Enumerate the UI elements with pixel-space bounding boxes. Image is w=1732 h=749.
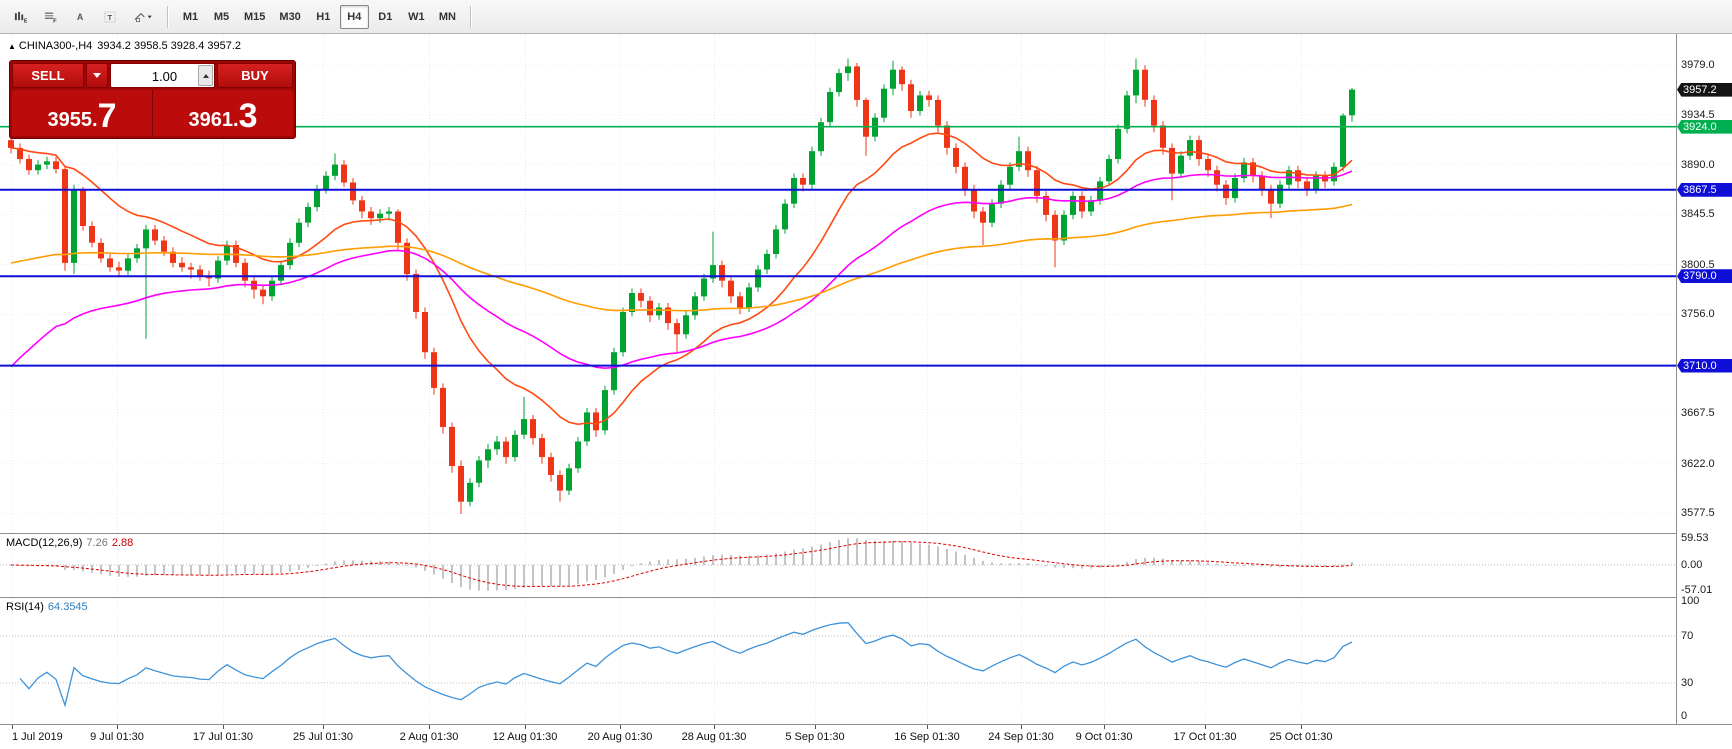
rsi-scale-label: 100 xyxy=(1681,595,1700,607)
time-axis-label: 2 Aug 01:30 xyxy=(399,731,459,743)
volume-field-wrap xyxy=(110,63,218,89)
macd-indicator-plot[interactable] xyxy=(0,534,1676,597)
time-axis[interactable]: 1 Jul 2019 9 Jul 01:30 17 Jul 01:30 25 Jul … xyxy=(0,724,1732,749)
current-price-badge: 3957.2 xyxy=(1677,82,1732,97)
rsi-scale-label: 30 xyxy=(1681,676,1694,689)
chevron-up-icon xyxy=(202,73,209,78)
time-tick xyxy=(223,725,224,729)
time-tick xyxy=(1205,725,1206,729)
price-scale-label: 3667.5 xyxy=(1681,406,1715,419)
candlestick-chart-icon[interactable]: E xyxy=(6,4,34,30)
svg-text:E: E xyxy=(24,18,27,24)
time-tick xyxy=(714,725,715,729)
shapes-dropdown-icon[interactable] xyxy=(126,4,160,30)
timeframe-button-m15[interactable]: M15 xyxy=(238,5,271,29)
time-axis-label: 5 Sep 01:30 xyxy=(785,731,845,743)
toolbar-separator xyxy=(469,5,471,28)
time-axis-label: 17 Oct 01:30 xyxy=(1173,731,1237,743)
time-axis-label: 20 Aug 01:30 xyxy=(587,731,653,743)
time-tick xyxy=(12,725,13,729)
time-axis-label: 9 Oct 01:30 xyxy=(1075,731,1133,743)
timeframe-button-h4[interactable]: H4 xyxy=(339,4,369,29)
timeframe-button-w1[interactable]: W1 xyxy=(402,5,431,29)
svg-text:A: A xyxy=(77,12,84,22)
indicator-list-icon[interactable]: F xyxy=(36,4,64,30)
time-tick xyxy=(1021,725,1022,729)
time-tick xyxy=(815,725,816,729)
panel-divider[interactable] xyxy=(0,597,1732,598)
blue-line-badge: 3710.0 xyxy=(1677,358,1732,373)
price-divider xyxy=(152,90,153,136)
order-options-dropdown[interactable] xyxy=(86,63,108,88)
time-tick xyxy=(429,725,430,729)
rsi-indicator-plot[interactable] xyxy=(0,598,1676,724)
time-axis-label: 1 Jul 2019 xyxy=(12,731,63,743)
buy-button[interactable]: BUY xyxy=(217,63,293,88)
timeframe-button-d1[interactable]: D1 xyxy=(371,5,400,29)
symbol-header: ▲ CHINA300-,H4 3934.2 3958.5 3928.4 3957.2 xyxy=(8,40,241,52)
time-tick xyxy=(927,725,928,729)
price-scale-label: 3756.0 xyxy=(1681,308,1715,321)
svg-text:F: F xyxy=(53,18,57,24)
sell-button[interactable]: SELL xyxy=(12,63,84,88)
green-line-badge: 3924.0 xyxy=(1677,119,1732,134)
price-scale-label: 3979.0 xyxy=(1681,59,1715,72)
ohlc-values: 3934.2 3958.5 3928.4 3957.2 xyxy=(97,40,242,52)
time-axis-label: 16 Sep 01:30 xyxy=(894,731,960,743)
rsi-label: RSI(14) 64.3545 xyxy=(6,601,88,613)
time-tick xyxy=(1301,725,1302,729)
price-scale-label: 3577.5 xyxy=(1681,507,1715,520)
volume-increase-button[interactable] xyxy=(198,65,213,86)
time-axis-label: 17 Jul 01:30 xyxy=(193,731,253,743)
candlestick-plot[interactable] xyxy=(0,34,1676,533)
buy-price-display[interactable]: 3961. 3 xyxy=(188,97,258,135)
toolbar: E F A T xyxy=(0,0,1732,34)
time-axis-label: 25 Jul 01:30 xyxy=(293,731,353,743)
time-axis-label: 12 Aug 01:30 xyxy=(492,731,558,743)
macd-label: MACD(12,26,9) 7.26 2.88 xyxy=(6,537,134,549)
rsi-scale-label: 70 xyxy=(1681,630,1694,643)
price-scale[interactable]: 3979.0 3934.5 3890.0 3845.5 3800.5 3756.0 3667… xyxy=(1676,34,1732,724)
symbol-name: CHINA300-,H4 xyxy=(18,40,93,52)
timeframe-button-m1[interactable]: M1 xyxy=(176,5,205,29)
time-axis-label: 28 Aug 01:30 xyxy=(681,731,747,743)
time-axis-label: 25 Oct 01:30 xyxy=(1269,731,1333,743)
blue-line-badge: 3790.0 xyxy=(1677,269,1732,284)
text-label-icon[interactable]: T xyxy=(96,4,124,30)
font-annotation-icon[interactable]: A xyxy=(66,4,94,30)
sell-price-display[interactable]: 3955. 7 xyxy=(47,97,117,135)
price-scale-label: 3845.5 xyxy=(1681,208,1715,221)
time-tick xyxy=(620,725,621,729)
timeframe-button-mn[interactable]: MN xyxy=(433,5,462,29)
toolbar-separator xyxy=(167,5,168,28)
timeframe-button-h1[interactable]: H1 xyxy=(309,5,338,29)
time-tick xyxy=(1104,725,1105,729)
price-scale-label: 3890.0 xyxy=(1681,158,1715,171)
price-scale-label: 3934.5 xyxy=(1681,108,1715,121)
time-tick xyxy=(117,725,118,729)
time-tick xyxy=(525,725,526,729)
timeframe-button-m5[interactable]: M5 xyxy=(207,5,236,29)
chevron-down-icon xyxy=(93,73,101,78)
macd-scale-label: 0.00 xyxy=(1681,559,1703,571)
panel-divider[interactable] xyxy=(0,533,1732,534)
blue-line-badge: 3867.5 xyxy=(1677,182,1732,197)
price-scale-label: 3622.0 xyxy=(1681,457,1715,470)
timeframe-buttons: M1 M5 M15 M30 H1 H4 D1 W1 MN xyxy=(175,4,463,29)
price-scale-label: 3800.5 xyxy=(1681,258,1715,271)
tick-up-icon: ▲ xyxy=(8,42,16,51)
time-axis-label: 9 Jul 01:30 xyxy=(90,731,144,743)
timeframe-button-m30[interactable]: M30 xyxy=(273,5,306,29)
macd-scale-label: -57.01 xyxy=(1681,584,1713,597)
time-tick xyxy=(323,725,324,729)
svg-text:T: T xyxy=(107,13,112,22)
one-click-trading-panel: SELL BUY 3955.7 3961.3 xyxy=(9,60,296,139)
rsi-scale-label: 0 xyxy=(1681,710,1688,722)
macd-scale-label: 59.53 xyxy=(1681,532,1709,545)
time-axis-label: 24 Sep 01:30 xyxy=(988,731,1054,743)
